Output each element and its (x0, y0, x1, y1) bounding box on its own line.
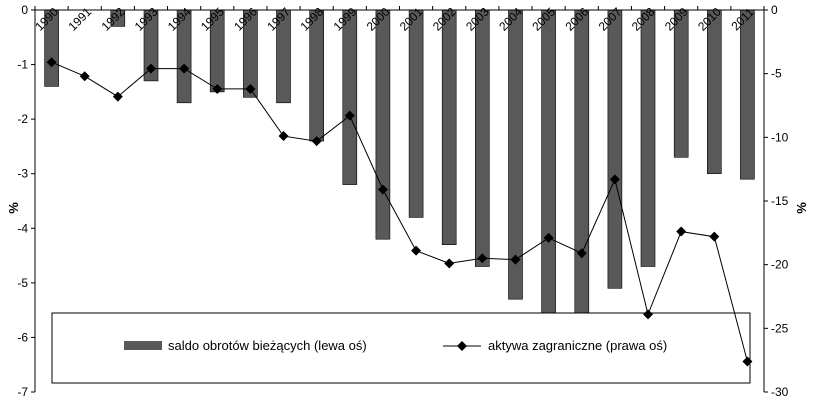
bar-2007 (607, 9, 623, 289)
point-1991 (79, 71, 90, 82)
legend-bar-label: saldo obrotów bieżących (lewa oś) (168, 338, 367, 353)
left-tick-label: -3 (17, 167, 28, 181)
line-series (46, 57, 753, 367)
bar-1998 (309, 9, 325, 142)
point-2005 (543, 232, 554, 243)
left-tick-label: -5 (17, 276, 28, 290)
legend-box (51, 312, 751, 384)
bar-2010 (706, 9, 722, 174)
point-2011 (742, 356, 753, 367)
point-1999 (344, 110, 355, 121)
point-1998 (311, 136, 322, 147)
point-2010 (709, 231, 720, 242)
point-2009 (676, 226, 687, 237)
bar-series (44, 9, 755, 327)
right-tick-label: -5 (771, 67, 782, 81)
bar-1999 (342, 9, 358, 185)
point-1996 (245, 83, 256, 94)
point-2002 (444, 258, 455, 269)
bar-2000 (375, 9, 391, 240)
bar-2006 (574, 9, 590, 327)
axis-titles: % % (6, 202, 809, 214)
right-tick-label: -20 (771, 258, 789, 272)
left-tick-label: -1 (17, 58, 28, 72)
point-1993 (145, 63, 156, 74)
line-path (51, 61, 748, 362)
bar-2003 (474, 9, 490, 267)
point-2007 (609, 174, 620, 185)
left-tick-label: -2 (17, 112, 28, 126)
point-1995 (212, 83, 223, 94)
bar-2009 (673, 9, 689, 158)
left-tick-label: -7 (17, 385, 28, 399)
left-tick-label: -6 (17, 330, 28, 344)
right-tick-label: -30 (771, 385, 789, 399)
bar-2011 (740, 9, 755, 180)
point-2004 (510, 254, 521, 265)
point-2006 (576, 248, 587, 259)
bar-2002 (441, 9, 457, 245)
left-tick-label: -4 (17, 221, 28, 235)
category-label-1991: 1991 (65, 5, 94, 34)
bar-2008 (640, 9, 656, 267)
point-1997 (278, 131, 289, 142)
point-1992 (112, 91, 123, 102)
bar-2001 (408, 9, 424, 218)
right-tick-label: 0 (771, 3, 778, 17)
legend-line-label: aktywa zagraniczne (prawa oś) (488, 338, 667, 353)
point-2008 (643, 309, 654, 320)
right-tick-label: -10 (771, 130, 789, 144)
point-2000 (377, 184, 388, 195)
category-labels: 1990 1991 1992 1993 1994 1995 1996 1997 1998 1999… (32, 5, 757, 34)
left-tick-label: 0 (21, 3, 28, 17)
right-tick-label: -25 (771, 321, 789, 335)
left-axis-label: % (6, 202, 21, 214)
axes: 0 -1 -2 -3 -4 -5 -6 -7 0 -5 -10 -15 -20 -25 -30 (17, 3, 788, 399)
right-axis-label: % (794, 202, 809, 214)
legend-line-marker (457, 341, 467, 351)
legend: saldo obrotów bieżących (lewa oś) aktywa… (51, 312, 751, 384)
legend-bar-swatch (124, 341, 162, 350)
point-1990 (46, 57, 57, 68)
point-1994 (179, 63, 190, 74)
right-tick-label: -15 (771, 194, 789, 208)
point-2003 (477, 253, 488, 264)
bar-2005 (541, 9, 556, 327)
point-2001 (411, 245, 422, 256)
